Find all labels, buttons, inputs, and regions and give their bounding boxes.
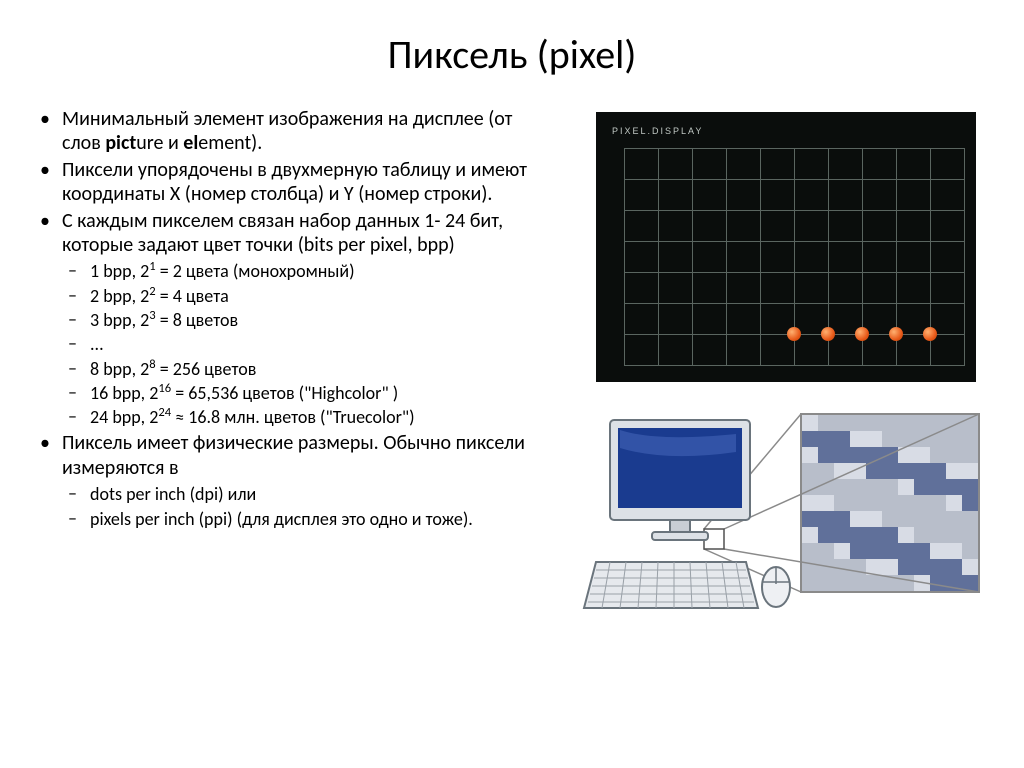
bpp-3: 3 bpp, 23 = 8 цветов — [90, 308, 540, 332]
pixel-dot — [889, 327, 903, 341]
pixel-grid-label: PIXEL.DISPLAY — [612, 126, 703, 136]
bpp-16: 16 bpp, 216 = 65,536 цветов ("Highcolor"… — [90, 381, 540, 405]
unit-dpi: dots per inch (dpi) или — [90, 482, 540, 506]
keyboard-icon — [584, 562, 758, 608]
bpp-ellipsis: ... — [90, 332, 540, 356]
mouse-icon — [762, 567, 790, 607]
bpp-2: 2 bpp, 22 = 4 цвета — [90, 284, 540, 308]
pixel-dot — [923, 327, 937, 341]
pixel-dot — [821, 327, 835, 341]
pixel-dot — [787, 327, 801, 341]
slide-title: Пиксель (pixel) — [40, 30, 984, 79]
bpp-8: 8 bpp, 28 = 256 цветов — [90, 357, 540, 381]
bpp-24: 24 bpp, 224 ≈ 16.8 млн. цветов ("Truecol… — [90, 405, 540, 429]
bullet-bpp: С каждым пикселем связан набор данных 1-… — [62, 209, 540, 430]
pixel-grid-figure: PIXEL.DISPLAY — [596, 112, 976, 382]
text-column: Минимальный элемент изображения на диспл… — [40, 107, 550, 617]
unit-ppi: pixels per inch (ppi) (для дисплея это о… — [90, 507, 540, 531]
pixel-zoom-figure — [576, 412, 981, 617]
bullet-physical: Пиксель имеет физические размеры. Обычно… — [62, 431, 540, 530]
monitor-icon — [610, 420, 750, 540]
bullet-definition: Минимальный элемент изображения на диспл… — [62, 107, 540, 156]
pixel-dot — [855, 327, 869, 341]
bullet-coords: Пиксели упорядочены в двухмерную таблицу… — [62, 158, 540, 207]
bpp-1: 1 bpp, 21 = 2 цвета (монохромный) — [90, 259, 540, 283]
